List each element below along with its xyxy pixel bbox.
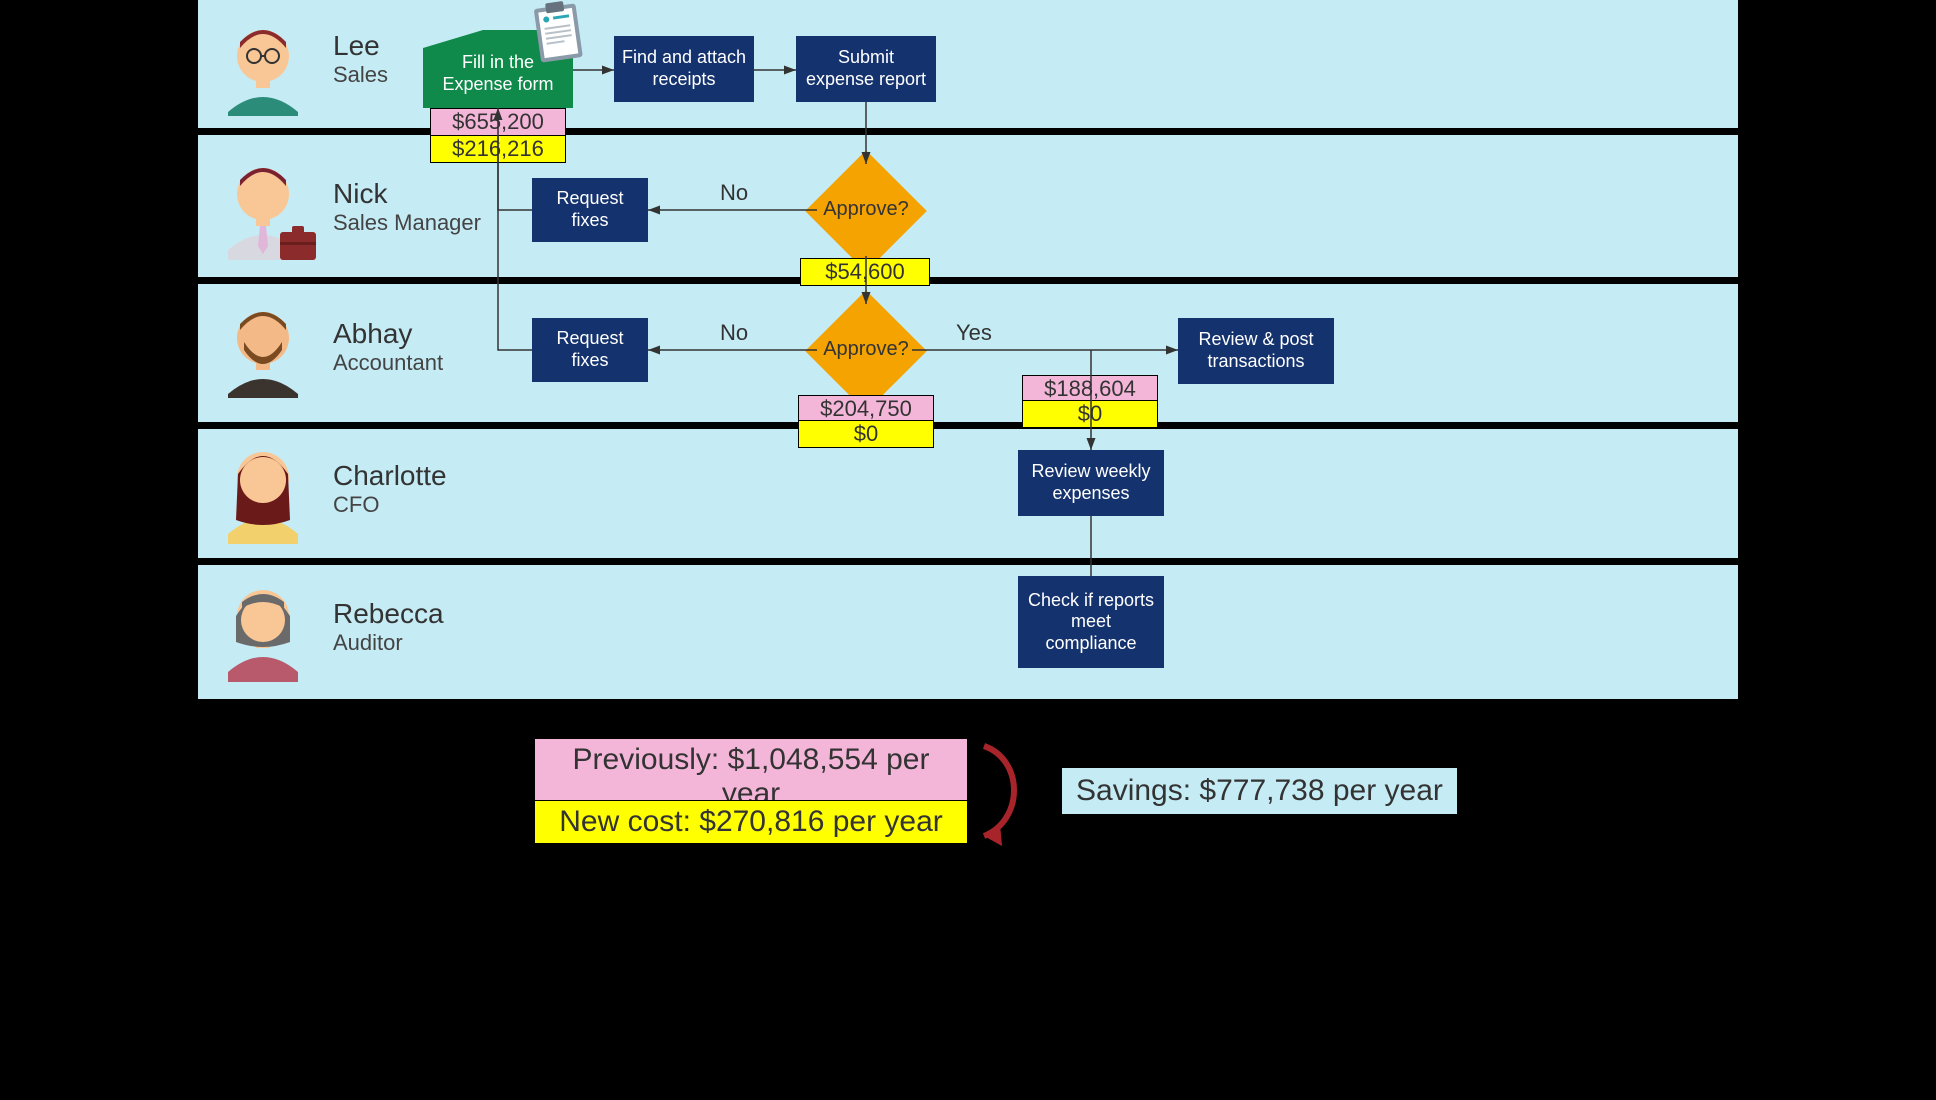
cost-approve1-new: $54,600: [800, 258, 930, 286]
node-request-fixes-1: Request fixes: [532, 178, 648, 242]
persona-name-rebecca: Rebecca: [333, 598, 444, 630]
cost-branch-new: $0: [1022, 400, 1158, 428]
node-request-fixes-2: Request fixes: [532, 318, 648, 382]
persona-role-rebecca: Auditor: [333, 630, 444, 656]
avatar-abhay: [218, 294, 308, 398]
node-review-weekly: Review weekly expenses: [1018, 450, 1164, 516]
avatar-charlotte: [218, 434, 308, 550]
clipboard-icon: [529, 0, 587, 65]
persona-role-lee: Sales: [333, 62, 388, 88]
persona-name-charlotte: Charlotte: [333, 460, 447, 492]
node-submit: Submit expense report: [796, 36, 936, 102]
cost-branch-prev: $188,604: [1022, 375, 1158, 403]
persona-name-abhay: Abhay: [333, 318, 443, 350]
avatar-lee: [218, 12, 308, 116]
persona-role-nick: Sales Manager: [333, 210, 481, 236]
cost-fill-new: $216,216: [430, 135, 566, 163]
cost-approve2-prev: $204,750: [798, 395, 934, 423]
avatar-nick: [218, 150, 318, 266]
persona-role-abhay: Accountant: [333, 350, 443, 376]
node-review-post: Review & post transactions: [1178, 318, 1334, 384]
cost-fill-prev: $655,200: [430, 108, 566, 136]
node-find-receipts: Find and attach receipts: [614, 36, 754, 102]
persona-role-charlotte: CFO: [333, 492, 447, 518]
edge-label-no-2: No: [720, 320, 748, 346]
node-approve-1-label: Approve?: [806, 198, 926, 221]
persona-name-nick: Nick: [333, 178, 481, 210]
summary-new-cost: New cost: $270,816 per year: [534, 800, 968, 844]
cost-approve2-new: $0: [798, 420, 934, 448]
node-compliance: Check if reports meet compliance: [1018, 576, 1164, 668]
edge-label-no-1: No: [720, 180, 748, 206]
edge-label-yes: Yes: [956, 320, 992, 346]
node-approve-2-label: Approve?: [806, 338, 926, 361]
summary-savings: Savings: $777,738 per year: [1062, 768, 1457, 814]
avatar-rebecca: [218, 572, 308, 688]
persona-name-lee: Lee: [333, 30, 388, 62]
